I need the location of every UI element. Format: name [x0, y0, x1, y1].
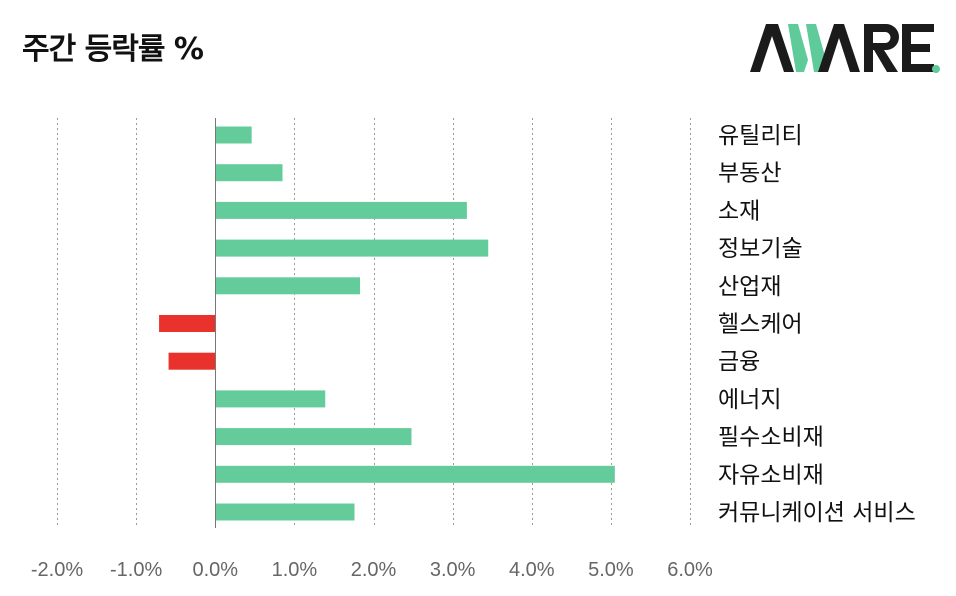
- bar: [215, 277, 361, 295]
- category-label: 헬스케어: [718, 312, 803, 338]
- category-label: 유틸리티: [718, 123, 803, 149]
- category-label: 산업재: [718, 274, 781, 300]
- category-label: 소재: [718, 198, 760, 224]
- x-tick-label: 3.0%: [430, 559, 476, 581]
- category-label: 부동산: [718, 161, 781, 187]
- bar: [215, 503, 355, 521]
- category-label: 자유소비재: [718, 462, 824, 488]
- bar: [215, 390, 326, 408]
- x-tick-label: -2.0%: [31, 559, 83, 581]
- aware-logo: [748, 22, 940, 74]
- category-label: 커뮤니케이션 서비스: [718, 500, 916, 526]
- category-label: 정보기술: [718, 236, 803, 262]
- bar: [168, 352, 216, 370]
- bar: [215, 465, 615, 483]
- bar: [215, 428, 412, 446]
- bars: [159, 126, 615, 521]
- bar: [159, 315, 216, 332]
- x-tick-label: 6.0%: [667, 559, 713, 581]
- x-tick-label: 4.0%: [509, 559, 555, 581]
- x-tick-label: 1.0%: [272, 559, 318, 581]
- category-labels: 유틸리티부동산소재정보기술산업재헬스케어금융에너지필수소비재자유소비재커뮤니케이…: [718, 123, 916, 526]
- category-label: 에너지: [718, 387, 781, 413]
- x-tick-label: 0.0%: [192, 559, 238, 581]
- category-label: 금융: [718, 349, 760, 375]
- x-tick-label: 5.0%: [588, 559, 634, 581]
- bar: [215, 164, 283, 182]
- bar: [215, 201, 467, 219]
- chart-title: 주간 등락률 %: [22, 32, 204, 67]
- grid-lines: [57, 118, 691, 528]
- bar: [215, 239, 489, 257]
- bar: [215, 126, 252, 144]
- x-tick-label: 2.0%: [351, 559, 397, 581]
- x-tick-labels: -2.0% -1.0% 0.0% 1.0% 2.0% 3.0% 4.0% 5.0% 6.0%: [31, 559, 713, 581]
- x-tick-label: -1.0%: [110, 559, 162, 581]
- category-label: 필수소비재: [718, 425, 824, 451]
